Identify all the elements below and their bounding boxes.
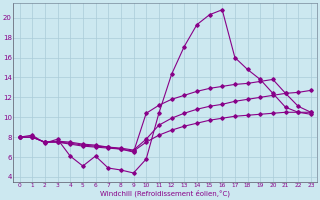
X-axis label: Windchill (Refroidissement éolien,°C): Windchill (Refroidissement éolien,°C)	[100, 190, 230, 197]
